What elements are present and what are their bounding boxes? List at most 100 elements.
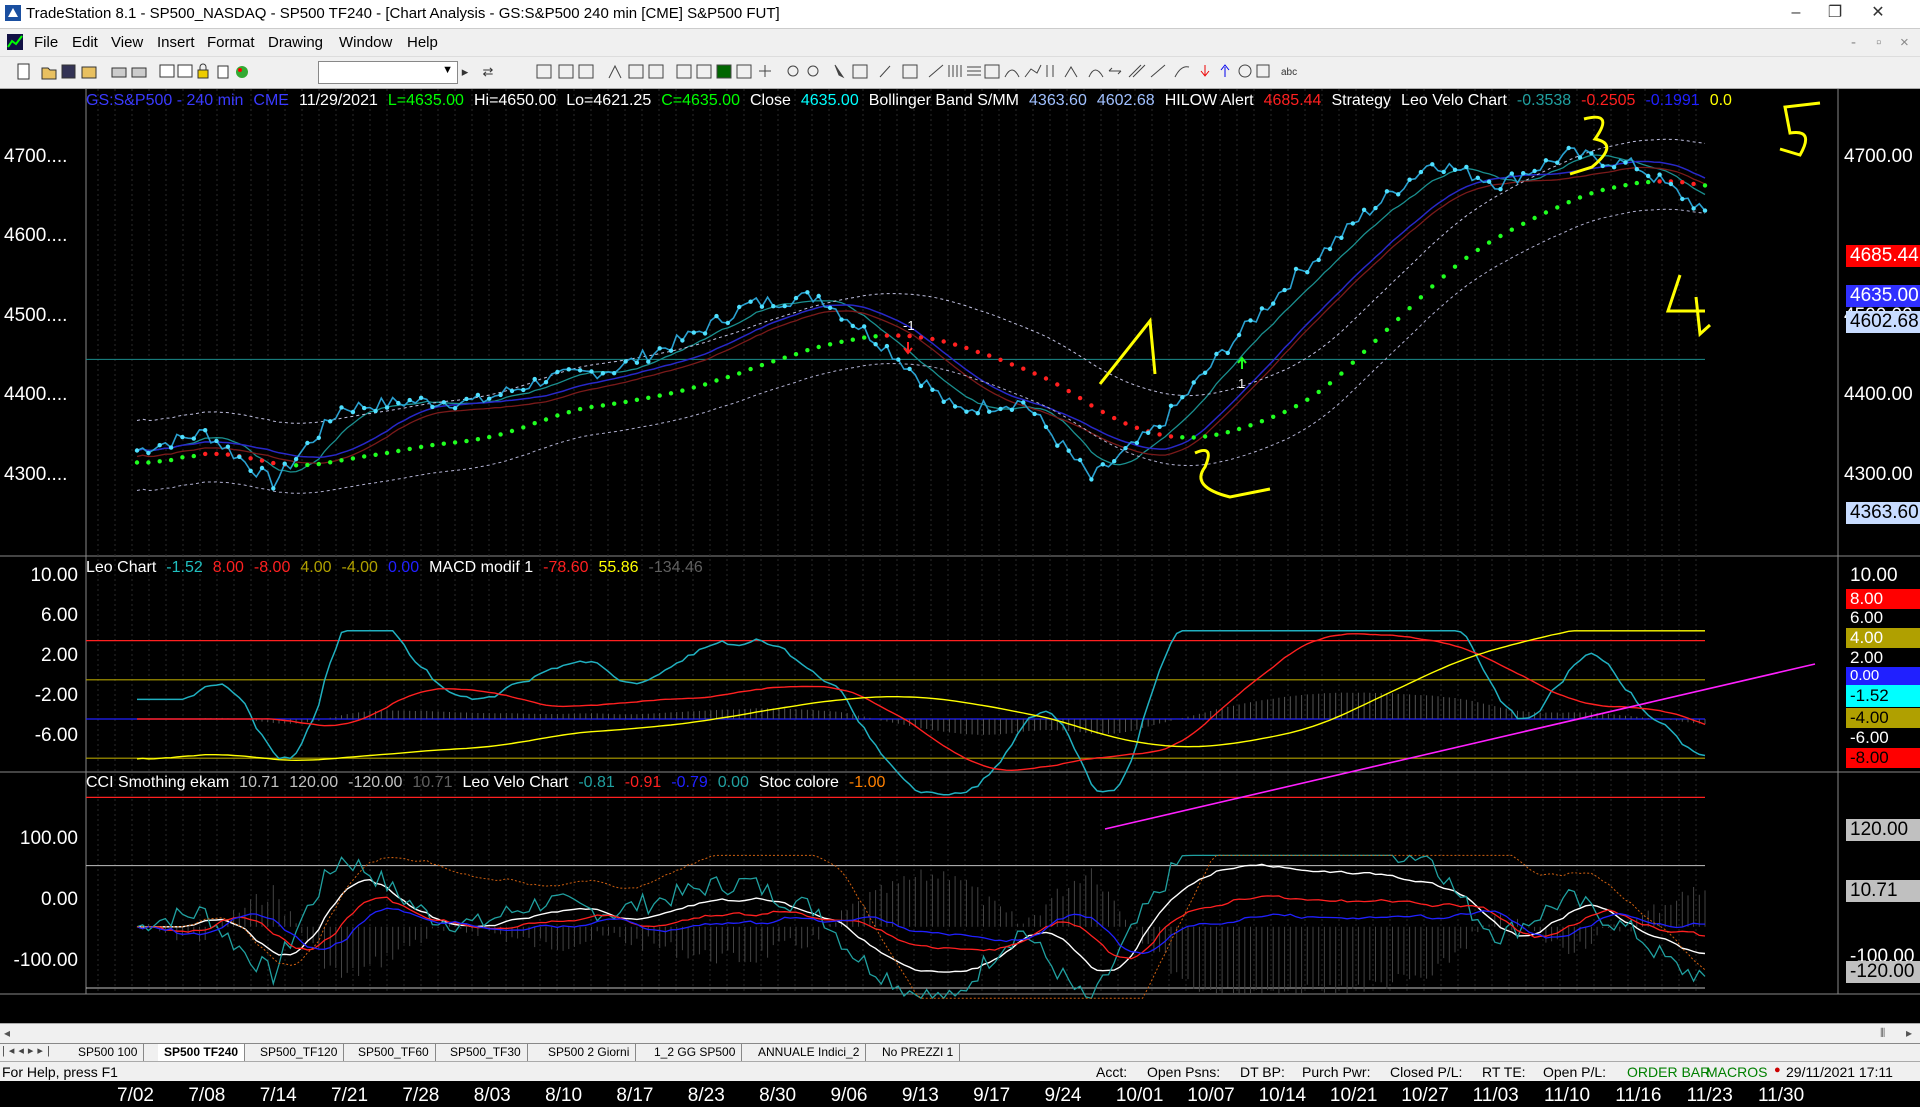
- horizontal-lines-icon[interactable]: [967, 66, 981, 76]
- curve-icon[interactable]: [1174, 66, 1190, 78]
- scroll-left-icon[interactable]: ◂: [4, 1026, 11, 1040]
- menu-edit[interactable]: Edit: [72, 34, 98, 51]
- order-bar-button[interactable]: ORDER BAR: [1627, 1064, 1711, 1080]
- indicator-icon[interactable]: [608, 64, 622, 79]
- copy-icon[interactable]: [217, 65, 229, 79]
- select-icon[interactable]: [852, 64, 868, 79]
- strategy-dot: [1407, 306, 1412, 311]
- chart-icon[interactable]: [536, 64, 552, 79]
- mdi-restore-button[interactable]: ▫: [1876, 34, 1882, 51]
- open-icon[interactable]: [41, 67, 57, 80]
- fib-arc-icon[interactable]: [1088, 69, 1104, 78]
- chevron-down-icon[interactable]: ▼: [442, 64, 453, 76]
- chart-window-icon[interactable]: [6, 33, 24, 51]
- lock-icon[interactable]: [197, 63, 209, 79]
- date-tick-label: 8/03: [473, 1085, 511, 1106]
- price-point: [862, 324, 867, 329]
- tab-sp500-tf30[interactable]: SP500_TF30: [444, 1044, 528, 1061]
- price-point: [600, 371, 606, 376]
- menu-help[interactable]: Help: [407, 34, 438, 51]
- price-point: [964, 409, 969, 414]
- tab-sp500-100[interactable]: SP500 100: [72, 1044, 145, 1061]
- tab-sp500-tf240[interactable]: SP500 TF240: [158, 1044, 246, 1061]
- play-icon[interactable]: ▸: [461, 64, 469, 79]
- price-point: [634, 360, 640, 365]
- price-point: [475, 392, 481, 398]
- tab-sp500-tf120[interactable]: SP500_TF120: [254, 1044, 345, 1061]
- price-point: [1146, 430, 1151, 435]
- print-preview-icon[interactable]: [131, 67, 147, 78]
- palette-icon[interactable]: [236, 66, 248, 78]
- pointer-icon[interactable]: [834, 64, 845, 79]
- menu-format[interactable]: Format: [207, 34, 255, 51]
- price-point: [839, 317, 844, 322]
- date-tick-label: 9/24: [1044, 1085, 1082, 1106]
- radar-icon[interactable]: [558, 64, 574, 79]
- menu-insert[interactable]: Insert: [157, 34, 195, 51]
- arrow-down-icon[interactable]: [1200, 65, 1210, 77]
- gann-icon[interactable]: [1064, 66, 1078, 78]
- zoom-in-icon[interactable]: [787, 65, 799, 77]
- minimize-button[interactable]: –: [1791, 4, 1801, 21]
- menu-window[interactable]: Window: [339, 34, 393, 51]
- price-point: [805, 290, 810, 295]
- optimize-icon[interactable]: [648, 64, 664, 79]
- drawing-object-icon[interactable]: [902, 64, 918, 79]
- close-button[interactable]: ✕: [1871, 4, 1885, 21]
- mdi-minimize-button[interactable]: -: [1851, 34, 1856, 51]
- restore-button[interactable]: ❐: [1827, 4, 1843, 21]
- menu-drawing[interactable]: Drawing: [268, 34, 324, 51]
- zoom-out-icon[interactable]: [807, 65, 819, 77]
- text-tool-icon[interactable]: abc: [1281, 67, 1297, 78]
- price-point: [350, 409, 356, 415]
- zigzag-icon[interactable]: [1024, 64, 1042, 78]
- scroll-right-icon[interactable]: ▸: [1906, 1026, 1913, 1040]
- horizontal-scrollbar[interactable]: ◂ ⦀ ▸: [0, 1023, 1920, 1044]
- crosshair-icon[interactable]: [759, 65, 771, 77]
- arrow-both-icon[interactable]: [1108, 67, 1122, 75]
- scroll-thumb-icon[interactable]: ⦀: [1880, 1026, 1886, 1040]
- insert-symbol-icon[interactable]: ⇄: [482, 64, 494, 79]
- tab-nav-icon[interactable]: |◂◂▸▸|: [2, 1045, 54, 1057]
- tab-1-2-gg-sp500[interactable]: 1_2 GG SP500: [648, 1044, 743, 1061]
- strategy-icon[interactable]: [628, 64, 644, 79]
- data-window-icon[interactable]: [676, 64, 692, 79]
- rectangle-tool-icon[interactable]: [984, 64, 1000, 79]
- symbol-combo[interactable]: ▼: [318, 61, 458, 84]
- strategy-dot: [952, 342, 958, 347]
- rectangle-icon[interactable]: [1256, 64, 1270, 78]
- menu-view[interactable]: View: [111, 34, 144, 51]
- channel-icon[interactable]: [1128, 64, 1146, 78]
- arc-icon[interactable]: [1004, 69, 1020, 78]
- tab-sp500-tf60[interactable]: SP500_TF60: [352, 1044, 436, 1061]
- desktop-icon[interactable]: [159, 64, 175, 78]
- macros-button[interactable]: MACROS: [1706, 1064, 1768, 1080]
- mdi-close-button[interactable]: ×: [1900, 34, 1909, 51]
- print-icon[interactable]: [111, 67, 127, 78]
- annotation-wave-1: [1098, 317, 1157, 385]
- trendline-icon[interactable]: [928, 64, 944, 78]
- tab-sp500-2-giorni[interactable]: SP500 2 Giorni: [542, 1044, 637, 1061]
- tab-no-prezzi-1[interactable]: No PREZZI 1: [876, 1044, 961, 1061]
- new-icon[interactable]: [17, 63, 30, 80]
- window-icon[interactable]: [177, 64, 193, 78]
- bar-chart-icon[interactable]: [716, 64, 732, 79]
- andrews-icon[interactable]: [1046, 65, 1054, 77]
- tab-annuale-indici-2[interactable]: ANNUALE Indici_2: [752, 1044, 867, 1061]
- arrow-up-icon[interactable]: [1220, 64, 1230, 77]
- scanner-icon[interactable]: [578, 64, 594, 79]
- date-tick-label: 11/23: [1686, 1085, 1733, 1106]
- strategy-dot: [328, 460, 333, 465]
- matrix-icon[interactable]: [696, 64, 712, 79]
- format-icon[interactable]: [736, 64, 752, 79]
- hammer-icon[interactable]: [879, 65, 891, 78]
- chart-area[interactable]: -1 1 GS:S&P500 - 240 min CME 11/29/2021 L=46…: [0, 89, 1920, 1106]
- speedline-icon[interactable]: [1150, 64, 1166, 78]
- save-icon[interactable]: [61, 64, 76, 79]
- ellipse-icon[interactable]: [1238, 64, 1252, 78]
- price-point: [1293, 266, 1299, 272]
- vertical-lines-icon[interactable]: [948, 65, 962, 77]
- menu-file[interactable]: File: [34, 34, 59, 51]
- folder-icon[interactable]: [81, 66, 97, 79]
- chart-canvas[interactable]: -1 1: [0, 89, 1920, 1023]
